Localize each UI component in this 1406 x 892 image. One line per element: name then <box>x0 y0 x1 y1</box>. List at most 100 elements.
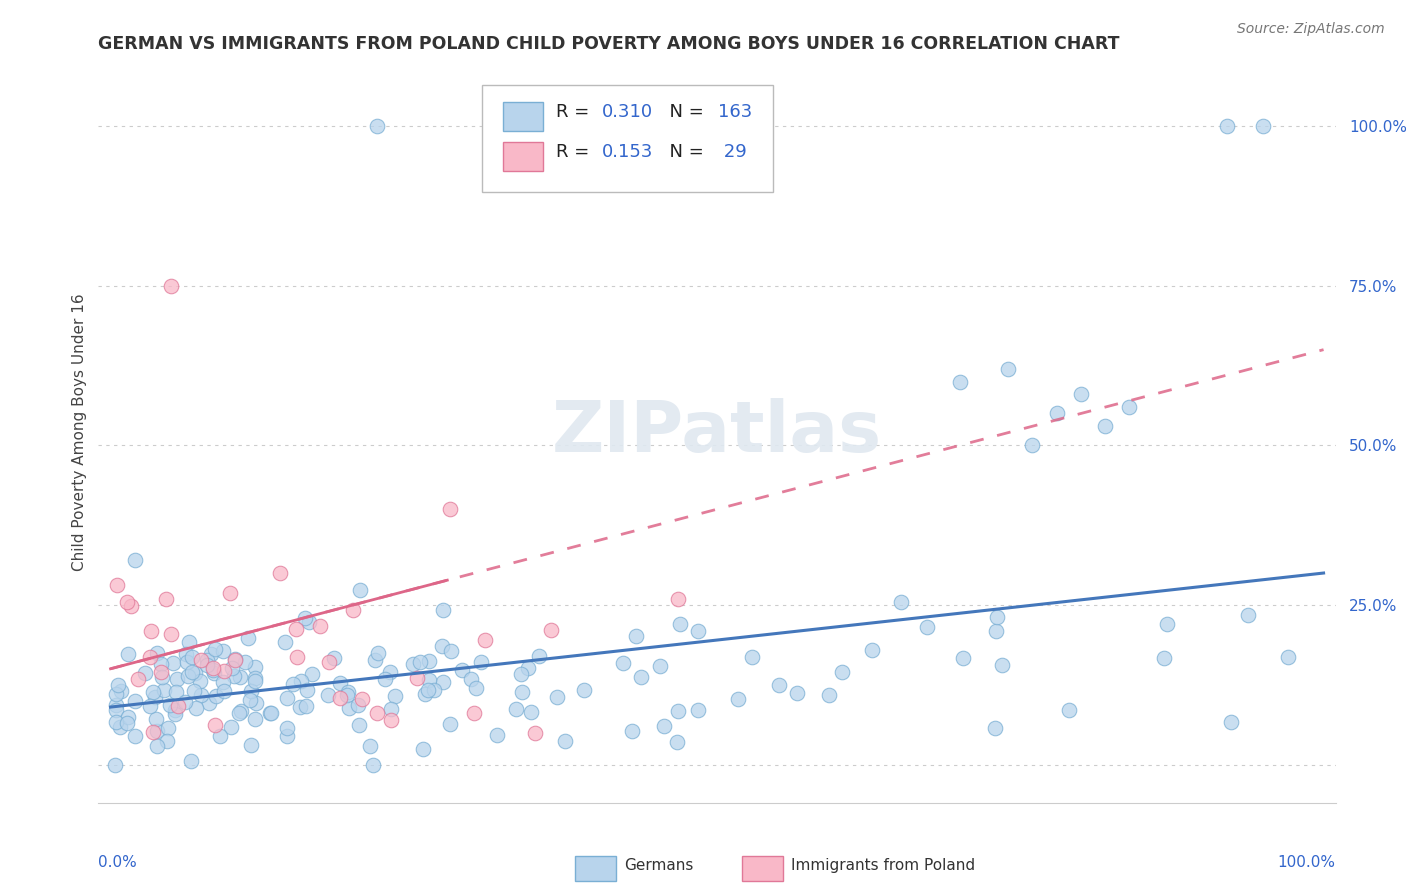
Point <box>516 661 538 675</box>
Text: Immigrants from Poland: Immigrants from Poland <box>792 858 976 873</box>
Point <box>245 696 267 710</box>
Point <box>201 663 224 677</box>
Point <box>366 120 388 134</box>
Point <box>741 650 763 665</box>
FancyBboxPatch shape <box>482 85 773 192</box>
Point <box>817 688 839 702</box>
Point <box>165 703 187 717</box>
Point <box>669 616 692 631</box>
FancyBboxPatch shape <box>503 103 543 130</box>
Text: N =: N = <box>658 103 709 121</box>
Point <box>205 689 228 703</box>
Point <box>727 691 749 706</box>
Point <box>190 688 212 702</box>
Point <box>1236 608 1258 623</box>
Point <box>439 502 461 516</box>
Point <box>1021 438 1043 452</box>
Point <box>505 702 527 716</box>
Point <box>162 656 184 670</box>
Text: Source: ZipAtlas.com: Source: ZipAtlas.com <box>1237 22 1385 37</box>
Point <box>1251 120 1274 134</box>
Point <box>554 734 576 748</box>
Point <box>243 713 266 727</box>
Point <box>224 652 246 666</box>
Point <box>190 653 212 667</box>
Point <box>342 603 364 617</box>
Point <box>231 704 253 718</box>
Point <box>318 655 340 669</box>
Point <box>229 670 252 684</box>
Point <box>984 721 1007 735</box>
Point <box>142 724 165 739</box>
Text: GERMAN VS IMMIGRANTS FROM POLAND CHILD POVERTY AMONG BOYS UNDER 16 CORRELATION C: GERMAN VS IMMIGRANTS FROM POLAND CHILD P… <box>98 35 1121 53</box>
Text: ZIPatlas: ZIPatlas <box>553 398 882 467</box>
Text: 0.310: 0.310 <box>602 103 654 121</box>
Point <box>108 720 131 734</box>
Point <box>180 754 202 768</box>
Point <box>269 566 291 580</box>
Point <box>142 684 165 698</box>
Point <box>222 669 245 683</box>
Point <box>211 643 233 657</box>
Point <box>349 717 371 731</box>
Point <box>145 712 167 726</box>
Point <box>239 683 262 698</box>
Text: N =: N = <box>658 143 709 161</box>
Point <box>146 739 169 753</box>
Point <box>986 610 1008 624</box>
Text: R =: R = <box>557 143 595 161</box>
Text: 29: 29 <box>718 143 747 161</box>
Point <box>139 650 162 665</box>
Point <box>228 706 250 720</box>
Point <box>176 669 198 683</box>
Point <box>1156 616 1178 631</box>
Point <box>104 757 127 772</box>
Point <box>470 656 492 670</box>
Point <box>145 646 167 660</box>
Point <box>143 690 166 704</box>
Point <box>309 619 332 633</box>
Point <box>520 705 543 719</box>
Point <box>463 706 485 721</box>
Point <box>288 700 311 714</box>
Point <box>146 724 169 739</box>
Point <box>176 656 198 670</box>
Point <box>139 699 162 714</box>
Point <box>204 718 226 732</box>
Point <box>105 698 128 712</box>
Text: 163: 163 <box>718 103 752 121</box>
Point <box>997 361 1019 376</box>
Point <box>243 659 266 673</box>
Point <box>166 672 188 686</box>
Point <box>384 689 406 703</box>
Point <box>124 694 146 708</box>
Point <box>239 692 262 706</box>
Text: Germans: Germans <box>624 858 693 873</box>
Point <box>349 583 371 598</box>
Point <box>105 578 128 592</box>
Point <box>297 615 319 629</box>
Point <box>1094 419 1116 434</box>
Point <box>179 634 201 648</box>
Point <box>337 685 360 699</box>
Point <box>418 655 440 669</box>
Point <box>432 639 454 653</box>
Point <box>202 666 225 681</box>
Point <box>621 724 644 739</box>
Point <box>117 647 139 661</box>
Point <box>180 665 202 679</box>
Point <box>105 687 128 701</box>
Point <box>510 685 533 699</box>
Point <box>281 677 304 691</box>
Point <box>1057 703 1080 717</box>
Point <box>527 649 550 664</box>
Point <box>290 673 312 688</box>
Point <box>450 663 472 677</box>
Point <box>224 653 246 667</box>
Point <box>1070 387 1092 401</box>
Point <box>432 675 454 690</box>
Point <box>166 685 188 699</box>
Point <box>831 665 853 679</box>
Point <box>188 674 211 689</box>
Point <box>104 703 127 717</box>
